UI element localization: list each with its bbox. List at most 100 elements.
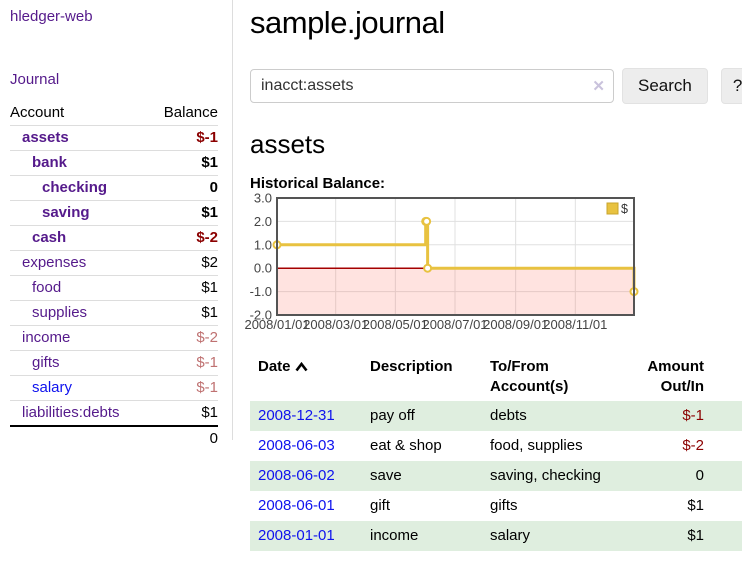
plot-border xyxy=(276,197,635,316)
accounts-col-balance: Balance xyxy=(149,101,218,126)
register-date-link[interactable]: 2008-06-01 xyxy=(258,497,335,514)
register-accounts: gifts xyxy=(490,497,518,514)
account-balance: $2 xyxy=(149,250,218,276)
search-form: ✕ Search ? xyxy=(250,68,742,104)
clear-search-icon[interactable]: ✕ xyxy=(592,78,605,95)
svg-text:3.0: 3.0 xyxy=(254,191,272,206)
account-row: bank $1 xyxy=(10,150,218,176)
account-heading: assets xyxy=(250,129,326,159)
register-row: 2008-06-02 save saving, checking 0 $2 xyxy=(250,461,742,491)
register-accounts: debts xyxy=(490,407,527,424)
help-button[interactable]: ? xyxy=(720,68,742,104)
account-row: income $-2 xyxy=(10,325,218,351)
account-link-income[interactable]: income xyxy=(22,329,71,346)
accounts-col-account: Account xyxy=(10,101,150,126)
register-date-link[interactable]: 2008-06-03 xyxy=(258,437,335,454)
register-balance: $1 xyxy=(712,521,742,551)
register-row: 2008-12-31 pay off debts $-1 $-1 xyxy=(250,401,742,431)
account-row: assets $-1 xyxy=(10,125,218,151)
accounts-total: 0 xyxy=(149,425,218,451)
register-header-row: Date Description To/From Account(s) Amou… xyxy=(250,352,742,401)
account-link-saving[interactable]: saving xyxy=(42,204,90,221)
register-date-link[interactable]: 2008-01-01 xyxy=(258,527,335,544)
register-amount: 0 xyxy=(695,467,704,484)
account-balance: $-2 xyxy=(149,225,218,251)
col-date[interactable]: Date xyxy=(250,352,362,401)
register-amount: $1 xyxy=(687,497,704,514)
col-amount: Amount Out/In xyxy=(647,358,704,395)
account-balance: $1 xyxy=(149,400,218,427)
account-link-supplies[interactable]: supplies xyxy=(32,304,88,321)
account-balance: 0 xyxy=(149,175,218,201)
account-row: checking 0 xyxy=(10,175,218,201)
account-balance: $-1 xyxy=(149,375,218,401)
register-balance: $2 xyxy=(712,491,742,521)
sidebar: hledger-web Journal Account Balance asse… xyxy=(0,0,233,451)
col-accounts: To/From Account(s) xyxy=(490,358,569,395)
account-balance: $1 xyxy=(149,200,218,226)
accounts-header-row: Account Balance xyxy=(10,101,218,126)
col-balance: Historical Balance xyxy=(712,352,742,401)
account-link-expenses[interactable]: expenses xyxy=(22,254,87,271)
svg-text:2008/09/01: 2008/09/01 xyxy=(483,317,548,332)
account-link-cash[interactable]: cash xyxy=(32,229,67,246)
main-content: sample.journal ✕ Search ? assets Histori… xyxy=(244,0,742,551)
page-title: sample.journal xyxy=(250,5,445,40)
svg-text:2008/01/01: 2008/01/01 xyxy=(244,317,309,332)
account-row: expenses $2 xyxy=(10,250,218,276)
chart-title: Historical Balance: xyxy=(250,175,386,192)
register-table: Date Description To/From Account(s) Amou… xyxy=(250,352,742,551)
register-description: save xyxy=(370,467,402,484)
register-description: gift xyxy=(370,497,391,514)
register-row: 2008-06-01 gift gifts $1 $2 xyxy=(250,491,742,521)
register-accounts: saving, checking xyxy=(490,467,601,484)
register-amount: $1 xyxy=(687,527,704,544)
register-balance: 0 xyxy=(712,431,742,461)
chart-legend: $ xyxy=(606,202,628,216)
negative-region xyxy=(277,268,634,315)
account-link-salary[interactable]: salary xyxy=(32,379,73,396)
account-link-assets[interactable]: assets xyxy=(22,129,69,146)
accounts-table: Account Balance assets $-1 bank $1 check… xyxy=(10,101,218,451)
accounts-total-row: 0 xyxy=(10,425,218,451)
account-balance: $1 xyxy=(149,275,218,301)
register-balance: $-1 xyxy=(712,401,742,431)
account-link-liabilities-debts[interactable]: liabilities:debts xyxy=(22,404,120,421)
account-row: salary $-1 xyxy=(10,375,218,401)
col-description: Description xyxy=(370,358,453,375)
account-row: cash $-2 xyxy=(10,225,218,251)
account-row: supplies $1 xyxy=(10,300,218,326)
search-input[interactable] xyxy=(250,69,614,103)
legend-label: $ xyxy=(621,202,628,216)
account-row: saving $1 xyxy=(10,200,218,226)
account-link-checking[interactable]: checking xyxy=(42,179,108,196)
search-button[interactable]: Search xyxy=(622,68,708,104)
x-axis-labels: 2008/01/012008/03/012008/05/012008/07/01… xyxy=(244,317,607,332)
svg-text:1.0: 1.0 xyxy=(254,237,272,252)
svg-text:-1.0: -1.0 xyxy=(250,284,272,299)
brand-link[interactable]: hledger-web xyxy=(10,8,93,25)
register-date-link[interactable]: 2008-06-02 xyxy=(258,467,335,484)
legend-swatch-icon xyxy=(606,202,619,215)
register-accounts: salary xyxy=(490,527,531,544)
account-row: liabilities:debts $1 xyxy=(10,400,218,427)
svg-text:2008/07/01: 2008/07/01 xyxy=(422,317,487,332)
account-link-gifts[interactable]: gifts xyxy=(32,354,60,371)
register-description: pay off xyxy=(370,407,415,424)
account-link-food[interactable]: food xyxy=(32,279,62,296)
svg-text:0.0: 0.0 xyxy=(254,261,272,276)
register-date-link[interactable]: 2008-12-31 xyxy=(258,407,335,424)
sidebar-item-journal[interactable]: Journal xyxy=(10,71,60,88)
svg-text:2008/03/01: 2008/03/01 xyxy=(303,317,368,332)
y-axis-labels: 3.0 2.0 1.0 0.0 -1.0 -2.0 xyxy=(250,191,272,323)
account-link-bank[interactable]: bank xyxy=(32,154,68,171)
account-balance: $-1 xyxy=(149,350,218,376)
account-balance: $1 xyxy=(149,300,218,326)
sort-ascending-icon xyxy=(294,358,308,378)
register-amount: $-2 xyxy=(682,437,704,454)
svg-text:-2.0: -2.0 xyxy=(250,308,272,323)
svg-text:2.0: 2.0 xyxy=(254,214,272,229)
svg-text:2008/11/01: 2008/11/01 xyxy=(543,317,607,332)
register-row: 2008-01-01 income salary $1 $1 xyxy=(250,521,742,551)
register-description: income xyxy=(370,527,419,544)
